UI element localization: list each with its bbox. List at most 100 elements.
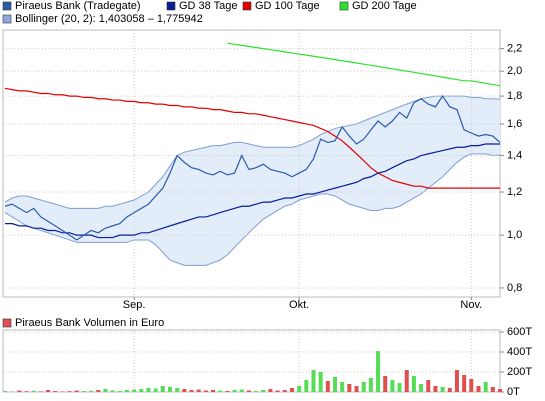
series-line (5, 143, 500, 239)
y-tick-label: 2,0 (507, 65, 522, 77)
legend-swatch (166, 1, 176, 11)
volume-bar (275, 390, 280, 392)
volume-bar (246, 390, 251, 392)
volume-bar (189, 390, 194, 392)
volume-bar (46, 390, 51, 392)
volume-bar (218, 390, 223, 392)
volume-bar (203, 390, 208, 392)
volume-bar (146, 388, 151, 392)
plot-frame (2, 29, 501, 298)
volume-bar (60, 391, 65, 392)
volume-bar (490, 387, 495, 392)
volume-bar (462, 375, 467, 392)
y-tick-label: 1,8 (507, 90, 522, 102)
legend-label: GD 200 Tage (352, 0, 417, 12)
volume-bar (17, 390, 22, 392)
volume-bar (175, 388, 180, 392)
volume-bar (196, 389, 201, 392)
volume-bar (447, 388, 452, 392)
volume-bar (426, 380, 431, 392)
volume-bar (211, 390, 216, 392)
legend-swatch (2, 14, 12, 24)
volume-bar (38, 391, 43, 392)
x-tick-label: Sep. (123, 299, 146, 311)
volume-bar (67, 391, 72, 392)
legend-swatch (242, 1, 252, 11)
volume-bar (361, 382, 366, 392)
volume-bar (182, 389, 187, 392)
y-tick-label: 1,2 (507, 186, 522, 198)
volume-bar (318, 372, 323, 392)
volume-bar (81, 391, 86, 392)
volume-bar (103, 389, 108, 392)
volume-bar (390, 380, 395, 392)
volume-bar (160, 386, 165, 392)
volume-bar (74, 390, 79, 392)
volume-bar (153, 388, 158, 392)
series-line (227, 42, 501, 87)
volume-bar (261, 390, 266, 392)
volume-bar (139, 389, 144, 392)
volume-bar (24, 391, 29, 392)
y-tick-label: 1,6 (507, 118, 522, 130)
series-line (4, 95, 501, 241)
legend-label: GD 38 Tage (179, 0, 238, 12)
volume-bar (404, 370, 409, 392)
volume-bar (347, 384, 352, 392)
volume-bar (3, 391, 7, 392)
volume-bar (383, 376, 388, 392)
y-tick-label: 1,4 (507, 149, 522, 161)
band-lower-line (4, 153, 501, 266)
volume-bar (440, 387, 445, 392)
legend-swatch (339, 1, 349, 11)
legend-swatch (2, 318, 12, 328)
plot-frame (2, 329, 501, 393)
volume-bar (268, 389, 273, 392)
y-tick-label: 1,0 (507, 229, 522, 241)
volume-bar (433, 386, 438, 392)
volume-bar (311, 370, 316, 392)
legend-label: Piraeus Bank Volumen in Euro (15, 317, 164, 329)
volume-bar (53, 391, 58, 392)
volume-bar (110, 390, 115, 392)
volume-bar (289, 388, 294, 392)
volume-bar (10, 391, 15, 392)
volume-bar (411, 376, 416, 392)
volume-bar (454, 370, 459, 392)
volume-bar (354, 386, 359, 392)
volume-bar (239, 389, 244, 392)
volume-bar (132, 389, 137, 392)
y-tick-label: 0,8 (507, 282, 522, 294)
volume-bar (333, 377, 337, 392)
volume-bar (325, 381, 330, 392)
volume-bar (297, 386, 302, 392)
volume-bar (225, 391, 230, 392)
volume-bar (498, 389, 502, 392)
volume-bar (340, 382, 345, 392)
volume-bar (419, 384, 424, 392)
volume-bar (96, 390, 101, 392)
volume-bar (376, 351, 381, 392)
y-tick-label: 400T (507, 346, 532, 358)
volume-bar (282, 390, 287, 392)
volume-bar (304, 380, 309, 392)
volume-bar (368, 378, 373, 392)
y-tick-label: 200T (507, 366, 532, 378)
volume-bar (483, 382, 488, 392)
legend-label: Piraeus Bank (Tradegate) (15, 0, 141, 12)
volume-bar (476, 386, 481, 392)
legend-label: Bollinger (20, 2): 1,403058 – 1,775942 (15, 13, 203, 25)
volume-bar (124, 390, 129, 392)
volume-bar (254, 391, 259, 392)
x-tick-label: Nov. (460, 299, 482, 311)
y-tick-label: 2,2 (507, 43, 522, 55)
volume-bar (397, 383, 402, 392)
volume-bar (117, 391, 122, 392)
x-tick-label: Okt. (289, 299, 309, 311)
legend-label: GD 100 Tage (255, 0, 320, 12)
series-line (4, 87, 500, 189)
legend-swatch (2, 1, 12, 11)
y-tick-label: 0T (507, 386, 520, 398)
band-area (5, 96, 500, 266)
